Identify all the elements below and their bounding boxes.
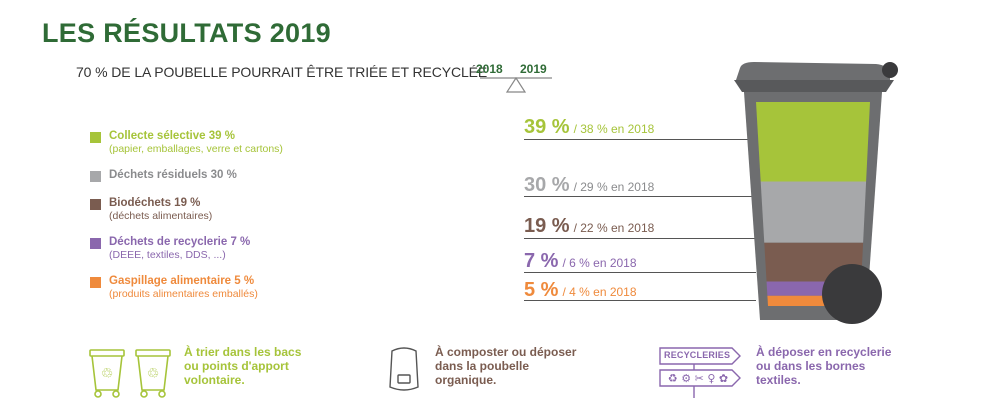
result-value-2019: 39 % — [524, 116, 570, 138]
instruction-compost: À composter ou déposer dans la poubelle … — [435, 345, 576, 387]
instruction-recyclerie: À déposer en recyclerie ou dans les born… — [756, 345, 891, 387]
recyclerie-sign-icon: ♻ ⚙ ✂ ♀ ✿ RECYCLERIES — [658, 344, 744, 400]
leader-line — [524, 300, 756, 301]
instruction-line: À déposer en recyclerie — [756, 345, 892, 359]
svg-text:♲: ♲ — [147, 366, 160, 382]
page-subtitle: 70 % DE LA POUBELLE POURRAIT ÊTRE TRIÉE … — [76, 64, 488, 80]
legend-sublabel: (produits alimentaires emballés) — [109, 288, 258, 300]
bin-fill-layers — [756, 102, 870, 306]
scale-comparison: 2018 2019 — [476, 62, 558, 98]
legend-swatch — [90, 238, 101, 249]
year-left-label: 2018 — [476, 62, 503, 76]
wheelie-bin-illustration — [734, 62, 898, 324]
instruction-line: dans la poubelle — [435, 359, 530, 373]
legend-label: Déchets de recyclerie 7 % — [109, 236, 251, 248]
result-value-2019: 7 % — [524, 250, 559, 272]
svg-text:♲: ♲ — [101, 366, 114, 382]
legend-sublabel: (déchets alimentaires) — [109, 210, 213, 222]
result-value-2019: 30 % — [524, 174, 570, 196]
legend-label: Collecte sélective 39 % — [109, 130, 235, 142]
result-row-biodechets: 19 %/ 22 % en 2018 — [524, 215, 654, 238]
result-row-residuels: 30 %/ 29 % en 2018 — [524, 174, 654, 197]
result-value-2019: 19 % — [524, 215, 570, 237]
result-value-2018: / 22 % en 2018 — [573, 221, 655, 235]
legend-label: Biodéchets 19 % — [109, 197, 201, 209]
instruction-line: À trier dans les bacs — [184, 345, 302, 359]
bin-layer-d-chets-r-siduels — [760, 181, 867, 243]
legend-sublabel: (papier, emballages, verre et cartons) — [109, 143, 283, 155]
leader-line — [524, 238, 756, 239]
legend-sublabel: (DEEE, textiles, DDS, ...) — [109, 249, 226, 261]
bin-layer-collecte-s-lective — [756, 102, 870, 182]
result-value-2018: / 29 % en 2018 — [573, 180, 655, 194]
recycling-bins-icon: ♲ ♲ — [89, 349, 171, 398]
legend-swatch — [90, 199, 101, 210]
bin-handle — [882, 62, 898, 78]
instruction-line: À composter ou déposer — [435, 345, 577, 359]
leader-line — [524, 139, 756, 140]
bin-rim — [734, 80, 894, 92]
result-row-collecte: 39 %/ 38 % en 2018 — [524, 116, 654, 139]
result-value-2019: 5 % — [524, 279, 559, 301]
instruction-recycle: À trier dans les bacs ou points d'apport… — [184, 345, 301, 387]
leader-line — [524, 272, 756, 273]
instruction-line: organique. — [435, 373, 497, 387]
page-title: LES RÉSULTATS 2019 — [42, 18, 331, 48]
legend-swatch — [90, 132, 101, 143]
legend-label: Déchets résiduels 30 % — [109, 169, 237, 181]
balance-scale-icon — [480, 76, 552, 93]
svg-text:♻ ⚙ ✂ ♀ ✿: ♻ ⚙ ✂ ♀ ✿ — [668, 372, 728, 385]
instruction-line: textiles. — [756, 373, 801, 387]
year-right-label: 2019 — [520, 62, 547, 76]
legend-label: Gaspillage alimentaire 5 % — [109, 275, 255, 287]
instruction-line: ou points d'apport — [184, 359, 289, 373]
result-row-recyclerie: 7 %/ 6 % en 2018 — [524, 250, 637, 273]
result-row-gaspillage: 5 %/ 4 % en 2018 — [524, 279, 637, 302]
legend-swatch — [90, 171, 101, 182]
leader-line — [524, 196, 756, 197]
bin-lid — [736, 62, 890, 80]
result-value-2018: / 4 % en 2018 — [562, 285, 637, 299]
instruction-line: volontaire. — [184, 373, 245, 387]
recyclerie-sign-label: RECYCLERIES — [664, 350, 731, 360]
result-value-2018: / 38 % en 2018 — [573, 122, 655, 136]
legend-swatch — [90, 277, 101, 288]
result-value-2018: / 6 % en 2018 — [562, 256, 637, 270]
compost-bin-icon — [389, 347, 419, 391]
instruction-line: ou dans les bornes — [756, 359, 866, 373]
bin-wheel — [822, 264, 882, 324]
